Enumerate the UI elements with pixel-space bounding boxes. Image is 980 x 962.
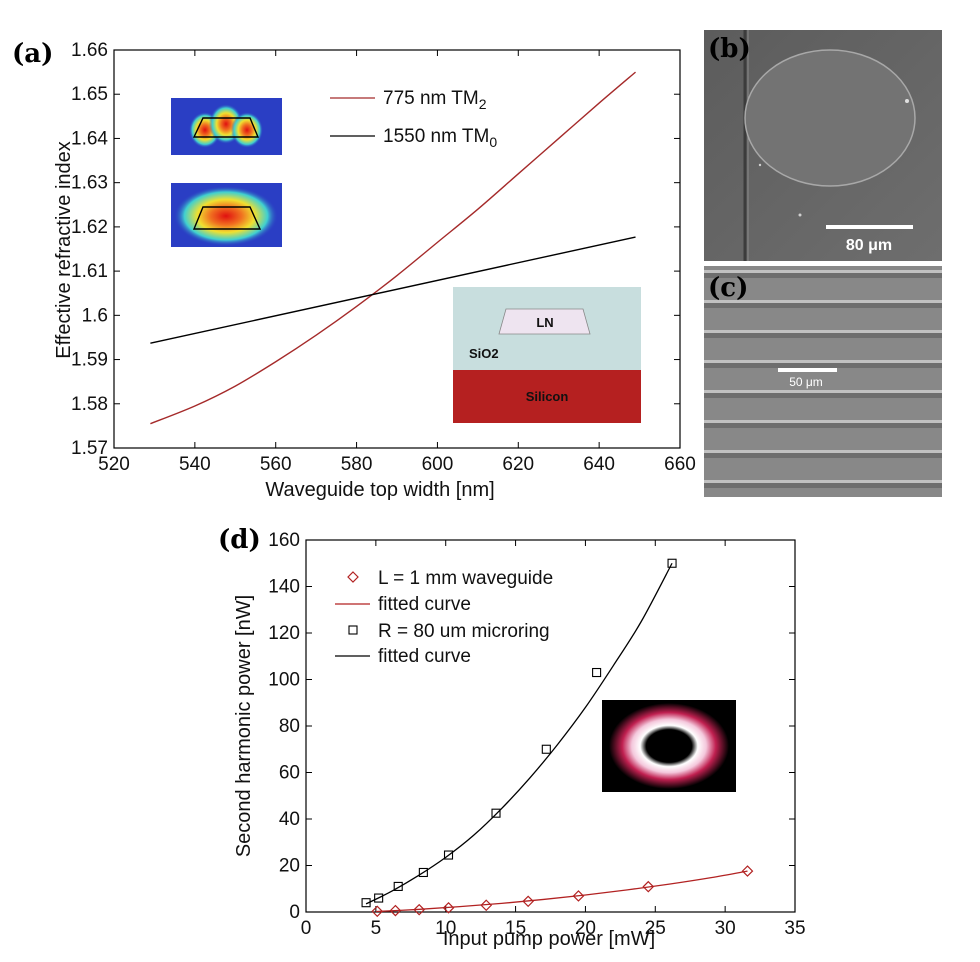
data-point-microring <box>361 898 371 908</box>
chart-a-xtick-label: 580 <box>341 454 373 475</box>
data-point-waveguide <box>371 905 384 918</box>
series-line-tm2 <box>150 71 636 425</box>
chart-a-ytick-label: 1.6 <box>82 305 108 326</box>
layer-stack-inset: LN SiO2 Silicon <box>453 287 641 423</box>
legend-label-tm0: 1550 nm TM0 <box>383 126 497 150</box>
legend-label-waveguide: L = 1 mm waveguide <box>378 568 553 589</box>
mode-profile-tm0-inset <box>171 183 282 247</box>
data-point-microring <box>541 744 551 754</box>
data-point-waveguide <box>572 890 585 902</box>
panel-label-c: (c) <box>708 273 748 303</box>
scale-bar-b <box>826 225 913 229</box>
fit-curve-microring <box>365 562 673 905</box>
chart-d: 0 5 10 15 20 25 30 35 0 20 40 60 80 100 120 140 160 Inpu… <box>233 530 806 950</box>
chart-a-ytick-label: 1.62 <box>71 217 108 238</box>
chart-d-ylabel: Second harmonic power [nW] <box>233 595 255 857</box>
scale-label-c: 50 μm <box>789 375 823 389</box>
data-point-microring <box>592 667 602 678</box>
data-point-waveguide <box>389 904 402 917</box>
chart-d-ytick-label: 160 <box>268 530 300 551</box>
sem-image-microring: 80 μm <box>704 30 942 261</box>
chart-d-xlabel: Input pump power [mW] <box>443 928 655 950</box>
chart-a-xtick-label: 640 <box>583 454 615 475</box>
chart-d-ytick-label: 100 <box>268 670 300 691</box>
chart-d-xtick-label: 30 <box>715 918 736 939</box>
chart-a-xtick-label: 660 <box>664 454 696 475</box>
data-point-waveguide <box>442 901 455 914</box>
chart-d-ytick-label: 80 <box>279 716 300 737</box>
data-point-waveguide <box>413 903 426 916</box>
chart-d-legend: L = 1 mm waveguide fitted curve R = 80 u… <box>335 568 553 667</box>
ln-label: LN <box>536 315 553 330</box>
chart-a-ytick-label: 1.58 <box>71 394 108 415</box>
legend-label-microring-fit: fitted curve <box>378 646 471 667</box>
chart-d-xtick-label: 15 <box>505 918 526 939</box>
chart-d-xtick-label: 25 <box>645 918 666 939</box>
chart-d-xtick-label: 5 <box>371 918 382 939</box>
chart-d-ytick-label: 0 <box>289 902 300 923</box>
chart-d-ytick-label: 60 <box>279 763 300 784</box>
data-point-microring <box>491 808 501 818</box>
chart-d-xtick-label: 35 <box>784 918 805 939</box>
chart-a-ytick-label: 1.64 <box>71 128 108 149</box>
chart-a-ytick-label: 1.57 <box>71 438 108 459</box>
data-point-waveguide <box>741 865 754 877</box>
chart-a-ytick-label: 1.61 <box>71 261 108 282</box>
chart-a-ytick-label: 1.63 <box>71 173 108 194</box>
chart-a-xtick-label: 560 <box>260 454 292 475</box>
chart-a-xtick-label: 520 <box>98 454 130 475</box>
chart-a-legend: 775 nm TM2 1550 nm TM0 <box>330 88 497 150</box>
panel-label-b: (b) <box>708 34 751 64</box>
data-point-microring <box>667 558 677 568</box>
silicon-layer <box>453 370 641 423</box>
chart-d-ytick-label: 20 <box>279 856 300 877</box>
panel-label-a: (a) <box>12 39 53 69</box>
chart-d-ytick-label: 120 <box>268 623 300 644</box>
chart-d-xtick-label: 0 <box>301 918 312 939</box>
chart-a-frame <box>113 49 681 449</box>
chart-d-xtick-label: 10 <box>435 918 456 939</box>
data-point-waveguide <box>642 880 655 893</box>
legend-label-waveguide-fit: fitted curve <box>378 594 471 615</box>
microring-disk <box>744 49 916 187</box>
chart-a-xtick-label: 620 <box>502 454 534 475</box>
chart-a: 520 540 560 580 600 620 640 6601.571.581.591.61… <box>53 40 696 501</box>
sio2-label: SiO2 <box>469 346 499 361</box>
silicon-label: Silicon <box>526 389 569 404</box>
chart-d-ytick-label: 40 <box>279 809 300 830</box>
legend-label-tm2: 775 nm TM2 <box>383 88 487 112</box>
chart-a-ytick-label: 1.66 <box>71 40 108 61</box>
data-point-microring <box>374 893 384 903</box>
chart-d-xtick-label: 20 <box>575 918 596 939</box>
data-point-microring <box>443 850 454 860</box>
chart-a-xlabel: Waveguide top width [nm] <box>265 479 494 501</box>
fit-curve-waveguide <box>375 870 748 913</box>
chart-a-ylabel: Effective refractive index <box>53 141 75 359</box>
chart-a-ytick-label: 1.59 <box>71 350 108 371</box>
legend-marker-waveguide <box>347 571 359 583</box>
data-point-waveguide <box>480 899 493 912</box>
chart-d-ytick-label: 140 <box>268 577 300 598</box>
sem-image-waveguides: 50 μm <box>704 266 942 497</box>
ln-ridge <box>498 308 591 335</box>
data-point-microring <box>418 867 428 878</box>
data-point-waveguide <box>522 895 534 908</box>
mode-profile-tm2-inset <box>171 98 282 155</box>
scale-bar-c <box>778 368 837 372</box>
chart-a-xtick-label: 540 <box>179 454 211 475</box>
legend-label-microring: R = 80 um microring <box>378 621 550 642</box>
chart-a-ytick-label: 1.65 <box>71 84 108 105</box>
scale-label-b: 80 μm <box>846 237 892 254</box>
panel-label-d: (d) <box>218 525 261 555</box>
series-line-tm0 <box>150 236 636 344</box>
chart-a-xtick-label: 600 <box>422 454 454 475</box>
ring-emission-photo <box>602 700 736 792</box>
data-point-microring <box>393 881 403 891</box>
legend-marker-microring <box>348 625 358 635</box>
